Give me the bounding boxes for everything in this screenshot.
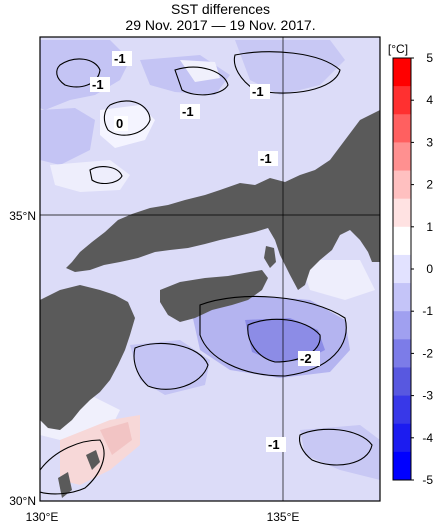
colorbar-segment <box>393 226 411 256</box>
lon-label-135: 135°E <box>267 510 300 524</box>
colorbar-tick-label: 3 <box>426 135 433 149</box>
contour-label: -1 <box>182 104 194 119</box>
contour-label: -2 <box>300 351 312 366</box>
contour-1 <box>56 58 101 88</box>
land-kyushu <box>40 285 135 430</box>
contour-label: -1 <box>252 84 264 99</box>
colorbar-segment <box>393 367 411 397</box>
colorbar-tick-label: 1 <box>426 220 433 234</box>
contour-9 <box>40 439 105 495</box>
contour-label: -1 <box>268 437 280 452</box>
colorbar-tick-label: 2 <box>426 178 433 192</box>
contour-3 <box>233 51 341 94</box>
colorbar-tick-label: 5 <box>426 51 433 65</box>
land-shikoku <box>160 270 268 322</box>
land-island-2 <box>58 472 72 498</box>
contour-7 <box>133 342 209 390</box>
land-honshu <box>66 110 380 290</box>
neutral-patch-2 <box>50 160 130 192</box>
colorbar-tick-label: 4 <box>426 93 433 107</box>
colorbar-tick-label: 0 <box>426 262 433 276</box>
cold-patch-south-kyushu <box>130 340 210 395</box>
warmer-patch-south <box>100 422 132 455</box>
contour-labels: -1 -1 0 -1 -1 -1 -2 -1 <box>90 51 320 452</box>
cold-patch-northeast <box>235 40 345 95</box>
colorbar-tick-label: -5 <box>422 473 433 487</box>
colorbar-segment <box>393 339 411 368</box>
contour-8 <box>298 428 373 466</box>
contour-label-box <box>180 104 200 119</box>
colorbar-segment <box>393 170 411 200</box>
map-title: SST differences <box>170 1 271 17</box>
land-island-3 <box>78 392 88 405</box>
colorbar-segment <box>393 198 411 228</box>
colorbar-segment <box>393 283 411 312</box>
colorbar-segment <box>393 114 411 143</box>
colorbar-tick-label: -4 <box>422 431 433 445</box>
colorbar-tick-label: -2 <box>422 346 433 360</box>
contour-2 <box>174 66 229 96</box>
neutral-patch-4 <box>300 260 375 300</box>
contour-label-box <box>90 77 110 92</box>
colorbar-segment <box>393 58 411 87</box>
colorbar-segment <box>393 142 411 172</box>
contour-label-box <box>266 437 286 452</box>
colorbar-unit: [°C] <box>388 42 408 56</box>
contour-label-box <box>114 116 128 131</box>
contour-5 <box>199 295 347 377</box>
contour-label: 0 <box>116 116 123 131</box>
land-awaji <box>264 246 276 268</box>
cold-patch-west <box>40 108 95 165</box>
land-island-1 <box>86 450 100 470</box>
colorbar-segment <box>393 423 411 453</box>
contour-label-box <box>258 151 278 166</box>
colorbar-tick-label: -1 <box>422 304 433 318</box>
contour-4 <box>89 166 123 185</box>
colorbar: [°C] 5 4 3 2 1 0 -1 -2 -3 -4 -5 <box>388 42 433 487</box>
lon-label-130: 130°E <box>26 510 59 524</box>
grid-lines <box>40 37 380 501</box>
contour-label: -1 <box>92 77 104 92</box>
colorbar-segment <box>393 254 411 284</box>
lat-label-35: 35°N <box>9 209 36 223</box>
contour-label-box <box>250 84 270 99</box>
colorbar-segment <box>393 395 411 425</box>
lat-label-30: 30°N <box>9 494 36 508</box>
contour-label-box <box>112 51 132 66</box>
contour-label-box <box>298 351 320 366</box>
cold-patch-northwest <box>40 40 130 110</box>
cold-patch-southeast <box>300 425 380 480</box>
colorbar-tick-label: -3 <box>422 389 433 403</box>
land-island-4 <box>334 192 346 208</box>
colorbar-segment <box>393 311 411 340</box>
contour-label: -1 <box>260 151 272 166</box>
map-period: 29 Nov. 2017 — 19 Nov. 2017. <box>125 17 316 33</box>
map-frame <box>39 36 381 502</box>
colorbar-segment <box>393 86 411 115</box>
contour-0 <box>103 100 151 136</box>
neutral-patch-3 <box>180 60 220 82</box>
colorbar-segment <box>393 451 411 481</box>
contour-label: -1 <box>114 51 126 66</box>
